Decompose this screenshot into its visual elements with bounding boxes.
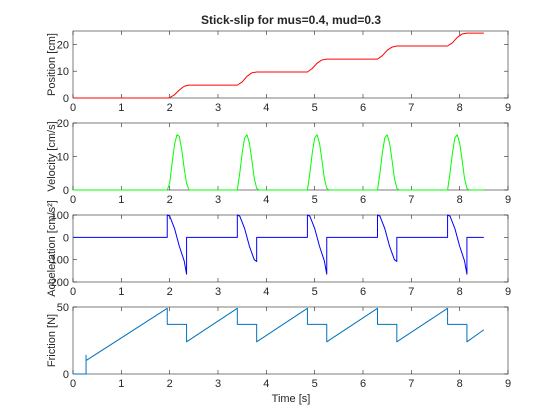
x-tick-label: 8 xyxy=(457,286,463,298)
x-tick-label: 0 xyxy=(70,102,76,114)
y-tick-label: 0 xyxy=(63,93,69,105)
y-tick-label: 0 xyxy=(63,232,69,244)
series-line-1 xyxy=(73,214,484,275)
x-tick-label: 9 xyxy=(505,378,511,390)
y-tick-label: -200 xyxy=(47,277,69,289)
x-tick-label: 8 xyxy=(457,194,463,206)
x-tick-label: 4 xyxy=(263,286,269,298)
plot-area xyxy=(72,306,509,375)
x-tick-label: 1 xyxy=(118,194,124,206)
y-tick-label: 10 xyxy=(57,66,69,78)
x-tick-label: 3 xyxy=(215,378,221,390)
plot-area xyxy=(72,214,509,283)
y-tick-label: 0 xyxy=(63,369,69,381)
x-tick-label: 7 xyxy=(408,378,414,390)
x-tick-label: 4 xyxy=(263,194,269,206)
x-tick-label: 2 xyxy=(167,286,173,298)
y-axis-label: Position [cm] xyxy=(46,33,58,96)
y-axis-label: Acceleration [cm/s²] xyxy=(46,200,58,297)
y-tick-label: 50 xyxy=(57,302,69,314)
x-tick-label: 6 xyxy=(360,286,366,298)
series-line-1 xyxy=(73,134,484,191)
x-tick-label: 6 xyxy=(360,378,366,390)
x-tick-label: 1 xyxy=(118,286,124,298)
x-tick-label: 9 xyxy=(505,194,511,206)
x-tick-label: 4 xyxy=(263,378,269,390)
plot-area xyxy=(72,30,509,99)
x-tick-label: 2 xyxy=(167,102,173,114)
x-tick-label: 6 xyxy=(360,194,366,206)
x-tick-label: 2 xyxy=(167,378,173,390)
y-axis-label: Velocity [cm/s] xyxy=(46,121,58,191)
x-tick-label: 3 xyxy=(215,102,221,114)
x-tick-label: 3 xyxy=(215,194,221,206)
x-tick-label: 8 xyxy=(457,102,463,114)
y-tick-label: 100 xyxy=(51,210,69,222)
x-tick-label: 4 xyxy=(263,102,269,114)
x-tick-label: 1 xyxy=(118,102,124,114)
x-tick-label: 0 xyxy=(70,194,76,206)
figure-title: Stick-slip for mus=0.4, mud=0.3 xyxy=(201,13,381,27)
x-tick-label: 9 xyxy=(505,102,511,114)
x-tick-label: 5 xyxy=(312,194,318,206)
x-tick-label: 7 xyxy=(408,102,414,114)
x-tick-label: 2 xyxy=(167,194,173,206)
y-axis-label: Friction [N] xyxy=(46,314,58,367)
x-axis-label: Time [s] xyxy=(272,393,311,405)
y-tick-label: 0 xyxy=(63,185,69,197)
y-tick-label: 10 xyxy=(57,152,69,164)
x-tick-label: 3 xyxy=(215,286,221,298)
series-line-1 xyxy=(73,307,485,375)
x-tick-label: 7 xyxy=(408,194,414,206)
x-tick-label: 6 xyxy=(360,102,366,114)
x-tick-label: 8 xyxy=(457,378,463,390)
x-tick-label: 1 xyxy=(118,378,124,390)
y-tick-label: -100 xyxy=(47,255,69,267)
x-tick-label: 5 xyxy=(312,102,318,114)
x-tick-label: 5 xyxy=(312,378,318,390)
x-tick-label: 0 xyxy=(70,286,76,298)
y-tick-label: 20 xyxy=(57,118,69,130)
y-tick-label: 20 xyxy=(57,39,69,51)
x-tick-label: 5 xyxy=(312,286,318,298)
plot-area xyxy=(72,122,509,191)
x-tick-label: 7 xyxy=(408,286,414,298)
x-tick-label: 0 xyxy=(70,378,76,390)
x-tick-label: 9 xyxy=(505,286,511,298)
series-line-1 xyxy=(73,32,484,99)
